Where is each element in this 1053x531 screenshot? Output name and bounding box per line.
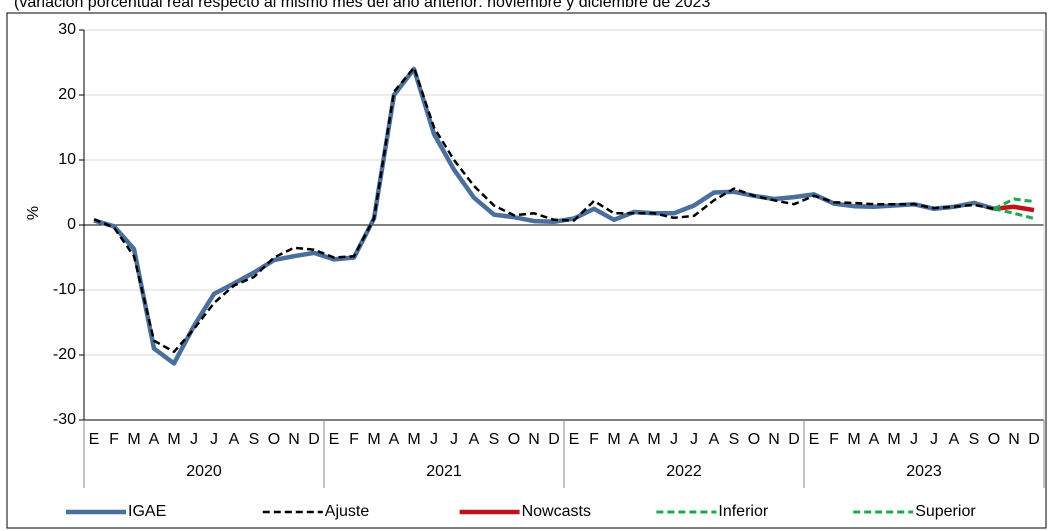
x-tick-label: O: [508, 431, 520, 448]
y-tick-label: -30: [53, 411, 76, 428]
x-tick-label: J: [190, 431, 198, 448]
x-tick-label: A: [709, 431, 720, 448]
legend-label: Ajuste: [325, 503, 370, 520]
x-tick-label: M: [607, 431, 620, 448]
x-tick-label: S: [489, 431, 500, 448]
series-line: [93, 66, 995, 366]
x-tick-label: J: [670, 431, 678, 448]
series-line: [993, 204, 1035, 213]
x-tick-label: D: [788, 431, 800, 448]
x-tick-label: F: [109, 431, 119, 448]
x-tick-label: D: [308, 431, 320, 448]
x-tick-label: M: [887, 431, 900, 448]
y-tick-label: -10: [53, 281, 76, 298]
x-tick-label: A: [149, 431, 160, 448]
legend-label: IGAE: [128, 503, 166, 520]
chart-subtitle: (variación porcentual real respecto al m…: [14, 0, 710, 11]
x-tick-label: J: [930, 431, 938, 448]
year-label: 2020: [186, 463, 222, 480]
x-tick-label: M: [847, 431, 860, 448]
x-tick-label: M: [367, 431, 380, 448]
y-tick-label: 20: [58, 86, 76, 103]
x-tick-label: A: [629, 431, 640, 448]
x-tick-label: A: [389, 431, 400, 448]
x-tick-label: J: [910, 431, 918, 448]
series-line: [93, 66, 995, 354]
x-tick-label: N: [528, 431, 540, 448]
x-tick-label: O: [748, 431, 760, 448]
chart-frame: [6, 12, 1047, 529]
x-tick-label: E: [329, 431, 340, 448]
year-label: 2022: [666, 463, 702, 480]
x-tick-label: N: [1008, 431, 1020, 448]
x-tick-label: S: [249, 431, 260, 448]
x-tick-label: D: [1028, 431, 1040, 448]
x-tick-label: J: [450, 431, 458, 448]
x-tick-label: A: [229, 431, 240, 448]
x-tick-label: A: [869, 431, 880, 448]
x-tick-label: F: [829, 431, 839, 448]
x-tick-label: M: [407, 431, 420, 448]
x-tick-label: E: [89, 431, 100, 448]
x-tick-label: A: [469, 431, 480, 448]
x-tick-label: S: [729, 431, 740, 448]
legend-label: Inferior: [718, 503, 768, 520]
year-label: 2021: [426, 463, 462, 480]
y-tick-label: 10: [58, 151, 76, 168]
legend-label: Superior: [915, 503, 976, 520]
year-label: 2023: [906, 463, 942, 480]
x-tick-label: M: [647, 431, 660, 448]
series-line: [993, 207, 1035, 220]
x-tick-label: N: [288, 431, 300, 448]
legend-label: Nowcasts: [522, 503, 591, 520]
x-tick-label: N: [768, 431, 780, 448]
x-tick-label: O: [268, 431, 280, 448]
x-tick-label: M: [167, 431, 180, 448]
y-axis-label: %: [25, 206, 42, 220]
x-tick-label: J: [690, 431, 698, 448]
series-line: [993, 197, 1035, 211]
x-tick-label: J: [210, 431, 218, 448]
x-tick-label: F: [349, 431, 359, 448]
x-tick-label: D: [548, 431, 560, 448]
x-tick-label: F: [589, 431, 599, 448]
x-tick-label: J: [430, 431, 438, 448]
x-tick-label: M: [127, 431, 140, 448]
y-tick-label: 30: [58, 21, 76, 38]
y-tick-label: 0: [67, 216, 76, 233]
x-tick-label: E: [809, 431, 820, 448]
x-tick-label: S: [969, 431, 980, 448]
y-tick-label: -20: [53, 346, 76, 363]
x-tick-label: E: [569, 431, 580, 448]
x-tick-label: A: [949, 431, 960, 448]
x-tick-label: O: [988, 431, 1000, 448]
